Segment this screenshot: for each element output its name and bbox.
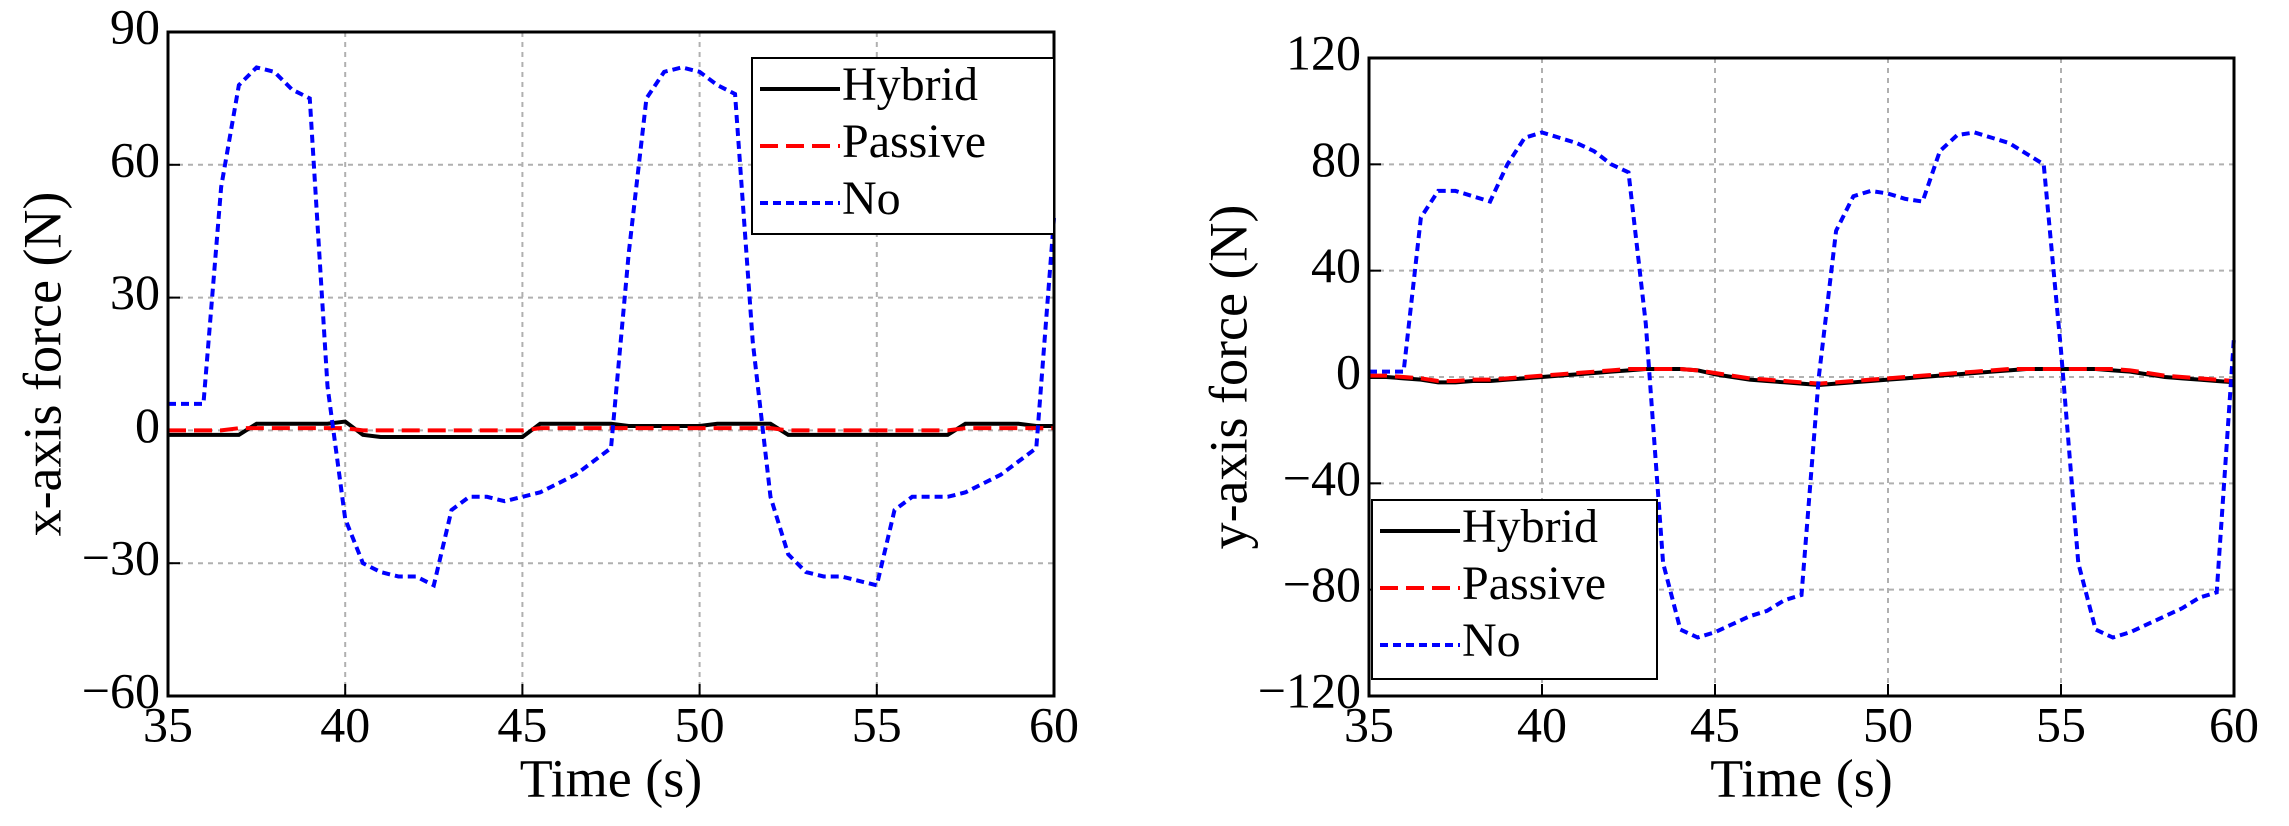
y-tick-label: 120 xyxy=(1286,24,1361,80)
y-tick-label: 80 xyxy=(1311,131,1361,187)
x-tick-label: 55 xyxy=(2036,696,2086,752)
x-tick-label: 60 xyxy=(2209,696,2259,752)
x-tick-label: 55 xyxy=(852,696,902,752)
line-series xyxy=(1369,367,2235,386)
legend-label: No xyxy=(842,172,901,225)
y-tick-label: 60 xyxy=(110,131,160,187)
y-tick-label: 0 xyxy=(135,397,160,453)
x-tick-label: 35 xyxy=(143,696,193,752)
y-axis-label: y-axis force (N) xyxy=(1198,205,1258,550)
line-series xyxy=(1369,130,2236,640)
y-tick-label: −80 xyxy=(1283,556,1361,612)
line-series xyxy=(168,419,1054,440)
line-series xyxy=(168,65,1056,589)
y-tick-label: 40 xyxy=(1311,237,1361,293)
x-axis-label: Time (s) xyxy=(1710,748,1893,808)
y-tick-label: 0 xyxy=(1336,343,1361,399)
x-tick-label: 40 xyxy=(320,696,370,752)
x-tick-label: 60 xyxy=(1029,696,1079,752)
legend-label: Passive xyxy=(842,115,986,168)
x-tick-label: 50 xyxy=(675,696,725,752)
legend-label: Passive xyxy=(1462,557,1606,610)
y-tick-label: 30 xyxy=(110,264,160,320)
plot-frame xyxy=(1367,56,2236,698)
y-tick-label: −60 xyxy=(82,662,160,718)
y-tick-label: 90 xyxy=(110,0,160,54)
x-tick-label: 50 xyxy=(1863,696,1913,752)
plot-frame xyxy=(166,30,1056,698)
y-axis-label: x-axis force (N) xyxy=(12,192,72,537)
legend-label: No xyxy=(1462,614,1521,667)
x-tick-label: 45 xyxy=(497,696,547,752)
y-tick-label: −120 xyxy=(1258,662,1361,718)
y-tick-label: −30 xyxy=(82,530,160,586)
x-tick-label: 45 xyxy=(1690,696,1740,752)
x-axis-label: Time (s) xyxy=(520,748,703,808)
y-tick-label: −40 xyxy=(1283,450,1361,506)
x-tick-label: 35 xyxy=(1344,696,1394,752)
x-tick-label: 40 xyxy=(1517,696,1567,752)
legend-label: Hybrid xyxy=(842,58,978,111)
legend-label: Hybrid xyxy=(1462,500,1598,553)
